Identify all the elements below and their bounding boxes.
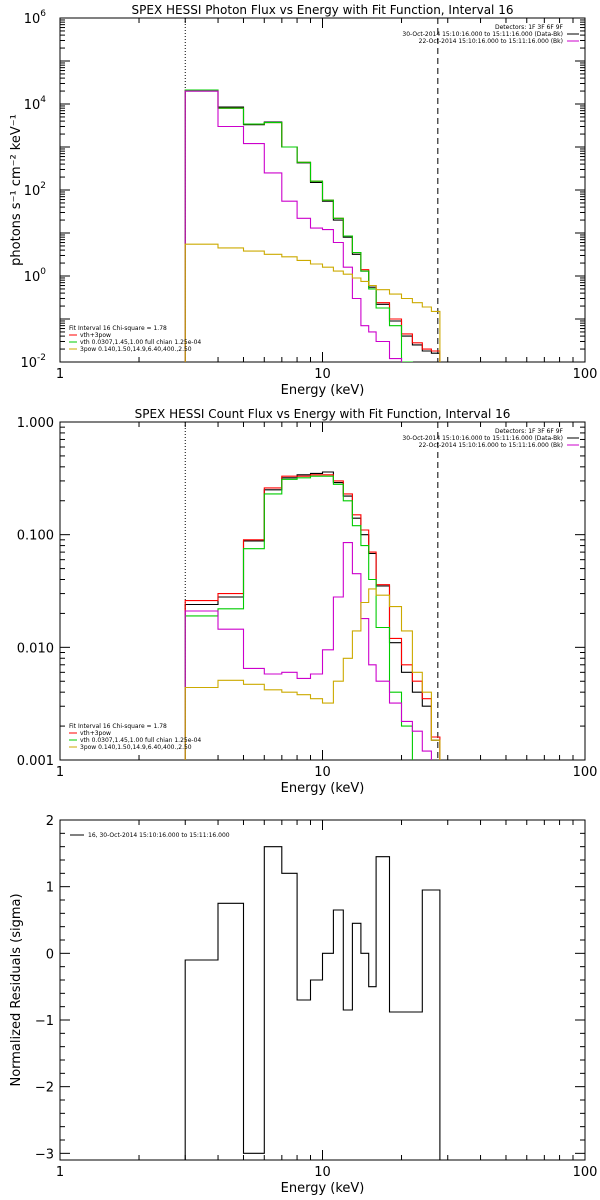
series-bk <box>184 542 449 760</box>
y-axis: 10-2 100 102 104 106 <box>20 9 585 371</box>
y-axis-label: Normalized Residuals (sigma) <box>9 893 24 1086</box>
plot-frame <box>59 819 586 1161</box>
chart-title: SPEX HESSI Count Flux vs Energy with Fit… <box>135 407 511 421</box>
legend-text: 30-Oct-2014 15:10:16.000 to 15:11:16.000… <box>402 31 563 38</box>
data-series <box>184 89 441 362</box>
y-tick-exponent: -2 <box>37 353 46 363</box>
legend-fit: Fit Interval 16 Chi-square = 1.78vth+3po… <box>69 723 201 751</box>
chart-panel-1: SPEX HESSI Photon Flux vs Energy with Fi… <box>9 3 598 398</box>
y-tick-label: 102 <box>24 181 46 199</box>
y-tick-label: −1 <box>35 1014 54 1029</box>
y-tick-label: 0.001 <box>17 754 54 769</box>
x-axis: 1 10 100 <box>56 422 598 780</box>
x-tick-label: 10 <box>314 367 331 382</box>
series-residuals <box>184 846 441 1160</box>
legend-text: Detectors: 1F 3F 6F 9F <box>495 428 564 435</box>
legend-text: 22-Oct-2014 15:10:16.000 to 15:11:16.000… <box>419 38 563 45</box>
y-tick-label: 1 <box>46 881 54 896</box>
y-axis-label: photons s⁻¹ cm⁻² keV⁻¹ <box>9 114 24 266</box>
legend-text: vth 0.0307,1.45,1.00 full chian 1.25e-04 <box>80 339 201 346</box>
x-tick-label: 10 <box>314 1165 331 1180</box>
y-tick-label: −2 <box>35 1081 54 1096</box>
series-vth-3pow <box>184 89 441 362</box>
legend-text: 22-Oct-2014 15:10:16.000 to 15:11:16.000… <box>419 442 563 449</box>
y-tick-label: 0.100 <box>17 529 54 544</box>
x-axis: 1 10 100 <box>56 18 598 382</box>
y-tick-label: 106 <box>24 9 47 27</box>
y-tick-label: −3 <box>35 1147 54 1162</box>
y-tick-exponent: 0 <box>40 267 46 277</box>
chart-title: SPEX HESSI Photon Flux vs Energy with Fi… <box>132 3 514 17</box>
x-axis-label: Energy (keV) <box>281 781 365 796</box>
x-tick-label: 1 <box>56 367 64 382</box>
x-tick-label: 10 <box>314 765 331 780</box>
chart-panel-2: SPEX HESSI Count Flux vs Energy with Fit… <box>17 407 598 796</box>
y-tick-label: 100 <box>24 267 47 285</box>
data-series <box>184 471 449 760</box>
legend-text: Detectors: 1F 3F 6F 9F <box>495 24 564 31</box>
x-axis-label: Energy (keV) <box>281 383 365 398</box>
y-tick-label: 10-2 <box>20 353 46 371</box>
x-tick-label: 1 <box>56 765 64 780</box>
x-axis-label: Energy (keV) <box>281 1181 365 1196</box>
legend-text: 16, 30-Oct-2014 15:10:16.000 to 15:11:16… <box>88 832 230 839</box>
chart-panel-3: 1 10 100 Energy (keV) −3 −2 −1 0 1 2 Normalized Re… <box>9 814 597 1196</box>
y-tick-label: 0 <box>46 947 54 962</box>
x-tick-label: 100 <box>573 367 598 382</box>
data-series <box>184 846 441 1160</box>
legend-text: 30-Oct-2014 15:10:16.000 to 15:11:16.000… <box>402 435 563 442</box>
x-tick-label: 100 <box>573 1165 598 1180</box>
y-tick-label: 2 <box>46 814 54 829</box>
legend-text: 3pow 0.140,1.50,14.9,6.40,400.,2.50 <box>80 744 192 751</box>
x-axis: 1 10 100 <box>56 820 598 1180</box>
series-3pow <box>184 588 449 760</box>
series-vth <box>184 475 449 760</box>
series-vth <box>184 89 441 362</box>
legend-text: vth+3pow <box>80 730 111 737</box>
y-axis: 0.001 0.010 0.100 1.000 <box>17 416 585 769</box>
y-tick-label: 0.010 <box>17 641 54 656</box>
legend-text: Fit Interval 16 Chi-square = 1.78 <box>69 325 167 332</box>
y-tick-label: 1.000 <box>17 416 54 431</box>
y-tick-exponent: 4 <box>40 95 46 105</box>
x-tick-label: 100 <box>573 765 598 780</box>
y-tick-exponent: 6 <box>40 9 46 19</box>
y-axis: −3 −2 −1 0 1 2 <box>35 814 585 1162</box>
legend-text: vth+3pow <box>80 332 111 339</box>
legend-text: 3pow 0.140,1.50,14.9,6.40,400.,2.50 <box>80 346 192 353</box>
legend-text: vth 0.0307,1.45,1.00 full chian 1.25e-04 <box>80 737 201 744</box>
legend-residual: 16, 30-Oct-2014 15:10:16.000 to 15:11:16… <box>70 832 230 839</box>
series-3pow <box>184 243 441 362</box>
y-tick-label: 104 <box>24 95 47 113</box>
x-tick-label: 1 <box>56 1165 64 1180</box>
legend-fit: Fit Interval 16 Chi-square = 1.78vth+3po… <box>69 325 201 353</box>
legend-text: Fit Interval 16 Chi-square = 1.78 <box>69 723 167 730</box>
y-tick-exponent: 2 <box>40 181 46 191</box>
series-bk <box>184 90 441 362</box>
